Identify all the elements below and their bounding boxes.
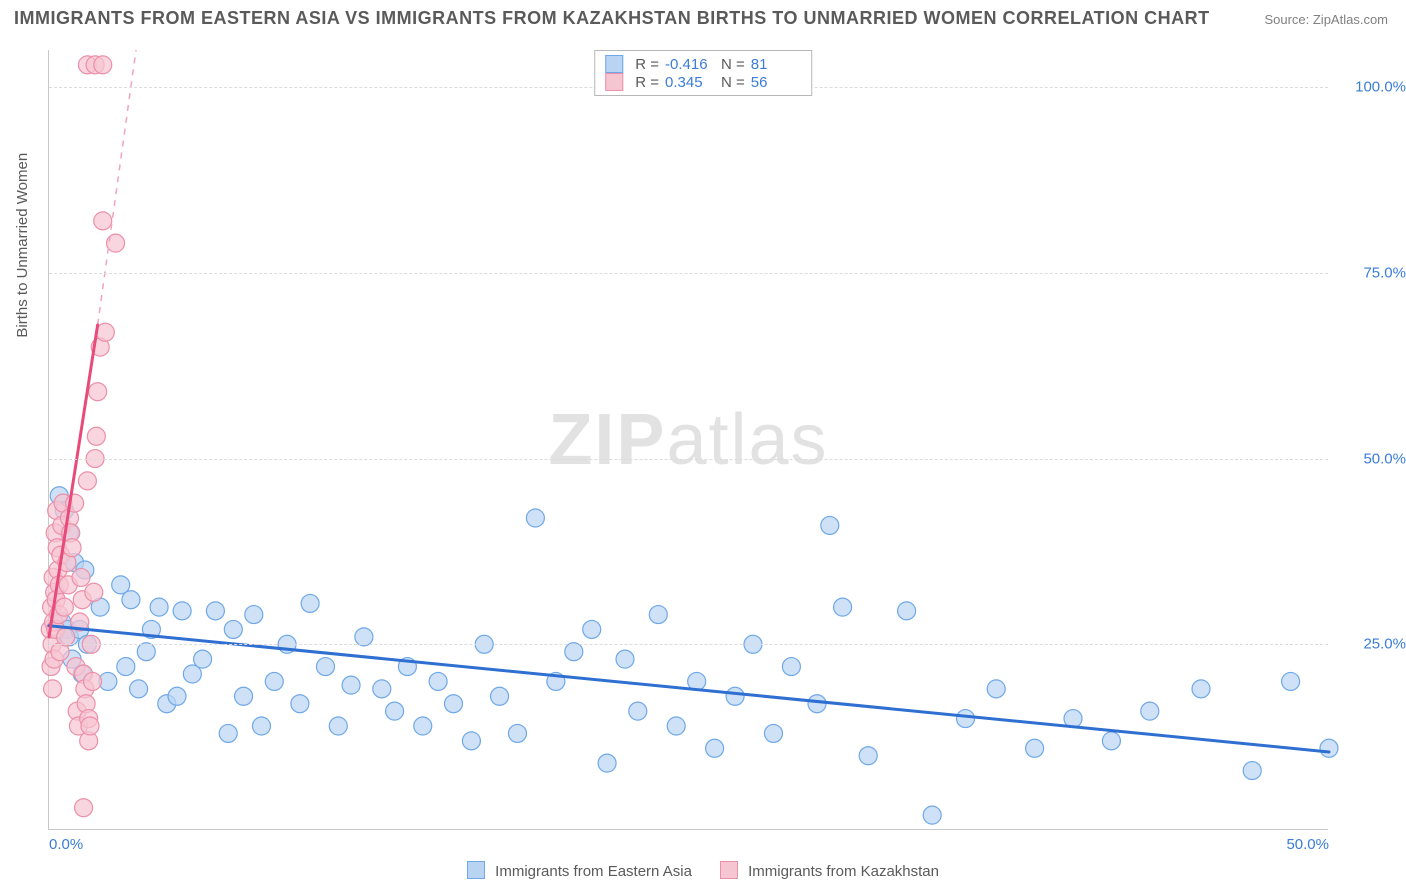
source-label: Source: ZipAtlas.com — [1264, 12, 1388, 27]
stats-legend-box: R = -0.416 N = 81 R = 0.345 N = 56 — [594, 50, 812, 96]
ytick-label: 25.0% — [1336, 636, 1406, 653]
chart-svg — [49, 50, 1328, 829]
gridline — [49, 459, 1328, 460]
legend-swatch-pink — [605, 73, 623, 91]
xtick-label: 0.0% — [49, 836, 83, 853]
legend-swatch-blue — [605, 55, 623, 73]
series1-label: Immigrants from Eastern Asia — [495, 863, 692, 880]
chart-title: IMMIGRANTS FROM EASTERN ASIA VS IMMIGRAN… — [14, 8, 1210, 29]
series2-label: Immigrants from Kazakhstan — [748, 863, 939, 880]
plot-area: ZIPatlas 25.0%50.0%75.0%100.0%0.0%50.0% — [48, 50, 1328, 830]
gridline — [49, 273, 1328, 274]
stats-row-series2: R = 0.345 N = 56 — [605, 73, 801, 91]
y-axis-label: Births to Unmarried Women — [14, 153, 31, 338]
gridline — [49, 644, 1328, 645]
xtick-label: 50.0% — [1286, 836, 1329, 853]
x-axis-legend: Immigrants from Eastern Asia Immigrants … — [467, 861, 939, 880]
ytick-label: 75.0% — [1336, 264, 1406, 281]
ytick-label: 50.0% — [1336, 450, 1406, 467]
legend-swatch-blue-bottom — [467, 861, 485, 879]
legend-swatch-pink-bottom — [720, 861, 738, 879]
stats-row-series1: R = -0.416 N = 81 — [605, 55, 801, 73]
ytick-label: 100.0% — [1336, 79, 1406, 96]
